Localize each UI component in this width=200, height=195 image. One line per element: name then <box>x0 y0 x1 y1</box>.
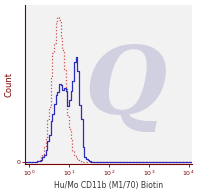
Y-axis label: Count: Count <box>5 72 14 97</box>
X-axis label: Hu/Mo CD11b (M1/70) Biotin: Hu/Mo CD11b (M1/70) Biotin <box>54 181 163 190</box>
Text: Q: Q <box>84 43 166 133</box>
